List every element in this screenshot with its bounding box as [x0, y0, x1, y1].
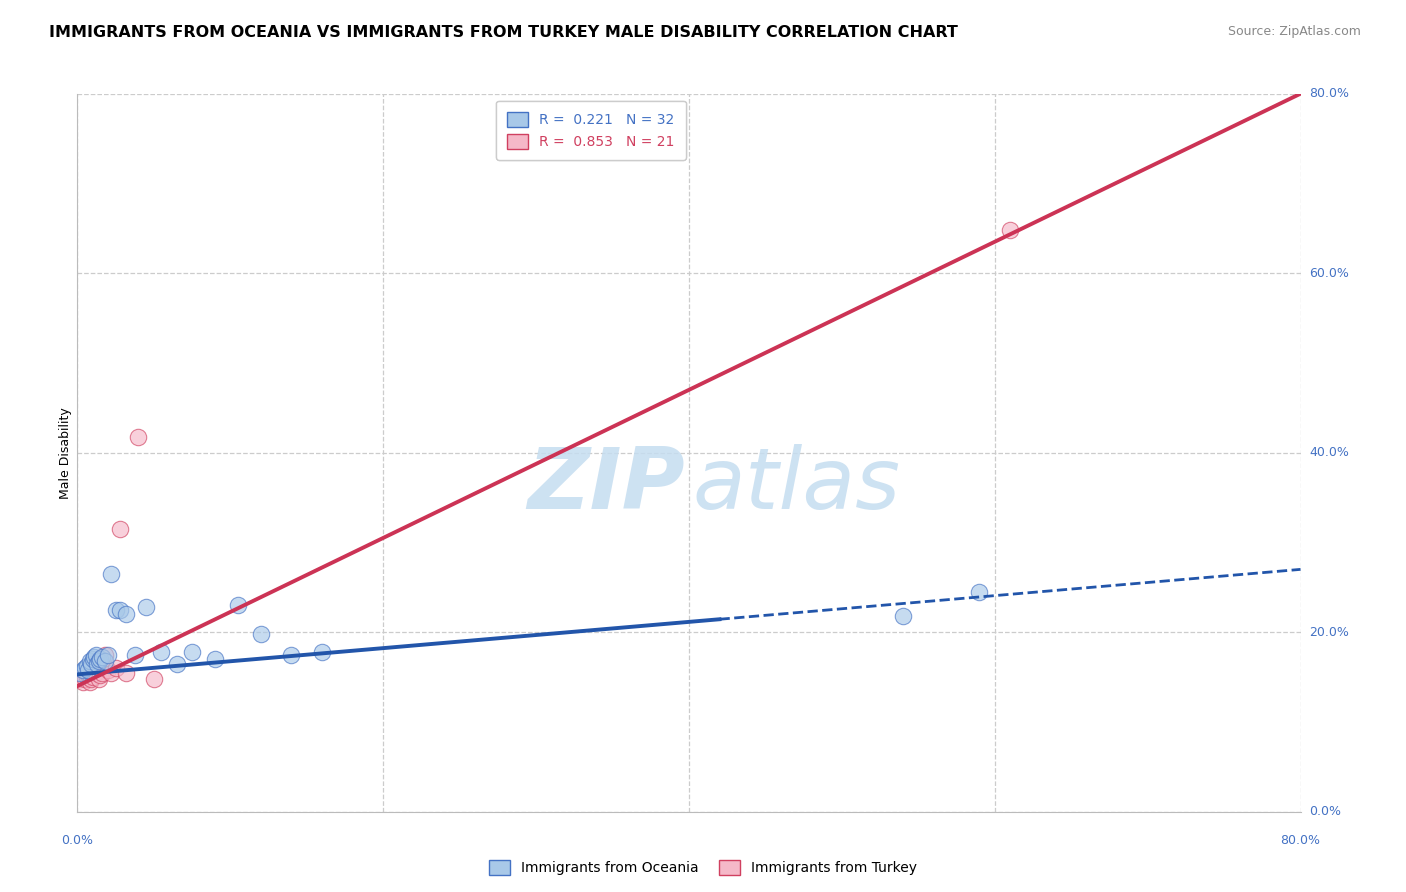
Point: [94, 648, 117, 662]
Point: [97, 663, 120, 677]
Point: [115, 665, 138, 680]
Point: [181, 645, 204, 659]
Point: [90, 665, 112, 680]
Point: [82, 670, 104, 684]
Point: [115, 607, 138, 622]
Point: [69, 672, 91, 686]
Point: [100, 566, 122, 581]
Text: ZIP: ZIP: [527, 443, 685, 526]
Point: [104, 603, 127, 617]
Legend: Immigrants from Oceania, Immigrants from Turkey: Immigrants from Oceania, Immigrants from…: [484, 855, 922, 880]
Point: [969, 584, 991, 599]
Point: [79, 674, 101, 689]
Point: [108, 603, 131, 617]
Text: 20.0%: 20.0%: [1309, 625, 1348, 639]
Point: [77, 663, 100, 677]
Point: [77, 668, 100, 682]
Text: 0.0%: 0.0%: [62, 834, 93, 847]
Y-axis label: Male Disability: Male Disability: [59, 407, 72, 499]
Point: [76, 670, 98, 684]
Point: [108, 522, 131, 536]
Point: [124, 648, 146, 662]
Point: [89, 652, 111, 666]
Point: [97, 648, 120, 662]
Text: 0.0%: 0.0%: [1309, 805, 1341, 818]
Point: [204, 652, 226, 666]
Point: [80, 672, 103, 686]
Point: [86, 657, 108, 671]
Point: [998, 223, 1021, 237]
Point: [76, 659, 98, 673]
Point: [69, 665, 91, 680]
Text: atlas: atlas: [693, 443, 901, 526]
Point: [891, 609, 914, 624]
Point: [104, 661, 127, 675]
Point: [87, 672, 110, 686]
Point: [84, 665, 107, 680]
Text: 40.0%: 40.0%: [1309, 446, 1348, 459]
Point: [90, 650, 112, 665]
Point: [73, 672, 96, 686]
Point: [250, 627, 273, 641]
Point: [87, 654, 110, 668]
Point: [79, 654, 101, 668]
Point: [84, 648, 107, 662]
Point: [150, 645, 173, 659]
Point: [72, 663, 94, 677]
Point: [127, 429, 149, 443]
Point: [72, 674, 94, 689]
Text: 80.0%: 80.0%: [1309, 87, 1348, 100]
Point: [142, 672, 165, 686]
Text: 60.0%: 60.0%: [1309, 267, 1348, 280]
Point: [226, 599, 249, 613]
Point: [280, 648, 302, 662]
Point: [82, 652, 104, 666]
Point: [166, 657, 188, 671]
Point: [89, 668, 111, 682]
Point: [94, 654, 117, 668]
Point: [100, 665, 122, 680]
Legend: R =  0.221   N = 32, R =  0.853   N = 21: R = 0.221 N = 32, R = 0.853 N = 21: [496, 101, 686, 161]
Text: IMMIGRANTS FROM OCEANIA VS IMMIGRANTS FROM TURKEY MALE DISABILITY CORRELATION CH: IMMIGRANTS FROM OCEANIA VS IMMIGRANTS FR…: [49, 25, 957, 40]
Point: [311, 645, 333, 659]
Point: [83, 650, 105, 665]
Text: 80.0%: 80.0%: [1281, 834, 1320, 847]
Point: [135, 600, 157, 615]
Point: [73, 661, 96, 675]
Point: [80, 657, 103, 671]
Text: Source: ZipAtlas.com: Source: ZipAtlas.com: [1227, 25, 1361, 38]
